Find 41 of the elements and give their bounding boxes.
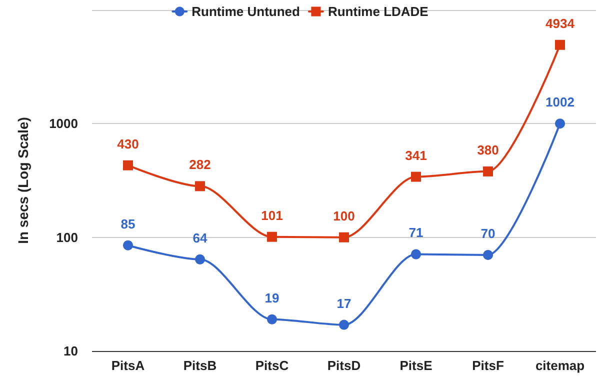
point xyxy=(195,254,205,264)
data-label: 380 xyxy=(477,142,499,158)
data-label: 101 xyxy=(261,208,283,223)
point xyxy=(195,181,205,192)
point xyxy=(267,314,277,324)
data-label: 85 xyxy=(120,216,136,232)
legend-label: Runtime LDADE xyxy=(328,4,429,19)
point xyxy=(483,166,493,176)
point xyxy=(411,249,421,260)
data-label: 430 xyxy=(117,136,139,152)
point xyxy=(339,320,349,330)
point xyxy=(123,160,133,170)
x-tick-label: PitsF xyxy=(472,358,504,373)
x-tick-label: citemap xyxy=(535,358,585,373)
data-label: 1002 xyxy=(546,94,574,110)
point xyxy=(555,40,565,50)
data-label: 17 xyxy=(336,296,352,311)
y-tick-label: 10 xyxy=(64,344,78,358)
y-tick-label: 1000 xyxy=(49,116,78,132)
y-axis-title: In secs (Log Scale) xyxy=(15,117,31,244)
x-tick-label: PitsA xyxy=(111,358,146,373)
data-label: 282 xyxy=(189,157,211,172)
x-tick-label: PitsD xyxy=(327,358,361,373)
point xyxy=(483,250,493,260)
point xyxy=(339,232,349,242)
point xyxy=(267,232,277,242)
x-tick-label: PitsB xyxy=(183,358,217,373)
data-label: 4934 xyxy=(546,16,576,31)
point xyxy=(411,172,421,182)
data-label: 71 xyxy=(408,225,424,240)
x-tick-label: PitsC xyxy=(255,358,290,373)
data-label: 100 xyxy=(333,208,355,224)
data-label: 64 xyxy=(192,230,208,246)
data-label: 70 xyxy=(480,226,496,241)
legend-label: Runtime Untuned xyxy=(192,4,300,19)
point xyxy=(555,118,565,129)
data-label: 341 xyxy=(405,148,427,163)
y-tick-label: 100 xyxy=(56,230,78,245)
data-label: 19 xyxy=(264,290,280,306)
x-tick-label: PitsE xyxy=(400,358,433,373)
point xyxy=(123,240,133,250)
